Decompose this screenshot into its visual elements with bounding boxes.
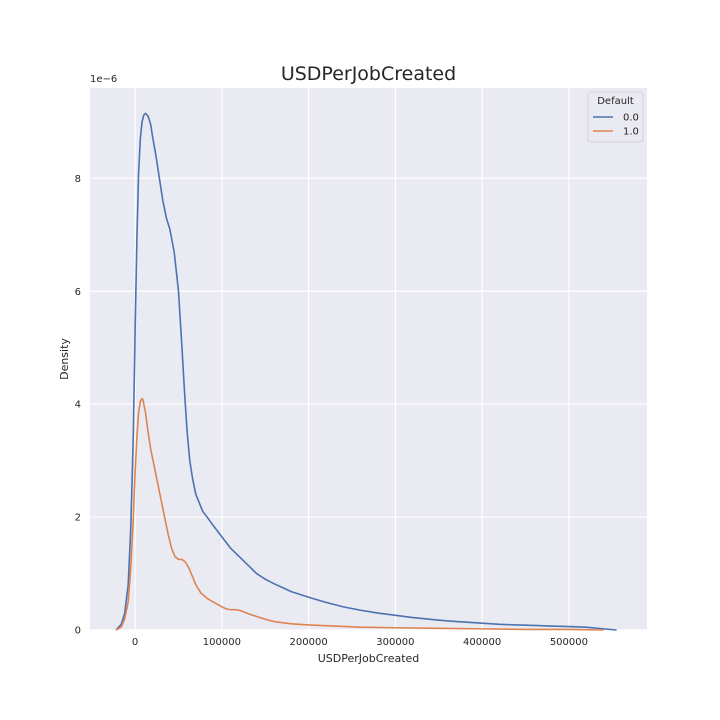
y-tick-labels: 0 2 4 6 8 <box>75 174 81 637</box>
x-tick-label: 500000 <box>550 637 588 648</box>
legend-label-series-0: 0.0 <box>623 113 639 124</box>
y-tick-label: 8 <box>75 174 81 185</box>
x-tick-label: 200000 <box>290 637 328 648</box>
x-tick-label: 400000 <box>463 637 501 648</box>
x-axis-label: USDPerJobCreated <box>318 652 420 665</box>
legend: Default 0.0 1.0 <box>587 91 644 143</box>
x-tick-labels: 0 100000 200000 300000 400000 500000 <box>132 637 588 648</box>
series-line-1.0 <box>115 397 604 631</box>
legend-box <box>587 91 644 143</box>
x-tick-label: 0 <box>132 637 138 648</box>
y-scale-offset-label: 1e−6 <box>90 74 117 85</box>
grid <box>90 88 647 631</box>
x-tick-label: 100000 <box>203 637 241 648</box>
plot-background <box>90 88 647 630</box>
series-line-0.0 <box>115 112 617 631</box>
x-tick-label: 300000 <box>376 637 414 648</box>
y-tick-label: 4 <box>75 400 81 411</box>
y-tick-label: 2 <box>75 513 81 524</box>
legend-title: Default <box>597 96 634 107</box>
series-lines <box>115 112 617 631</box>
y-tick-label: 6 <box>75 287 81 298</box>
y-axis-label: Density <box>58 338 71 380</box>
chart-title: USDPerJobCreated <box>281 63 456 85</box>
y-tick-label: 0 <box>75 626 81 637</box>
legend-label-series-1: 1.0 <box>623 127 639 138</box>
